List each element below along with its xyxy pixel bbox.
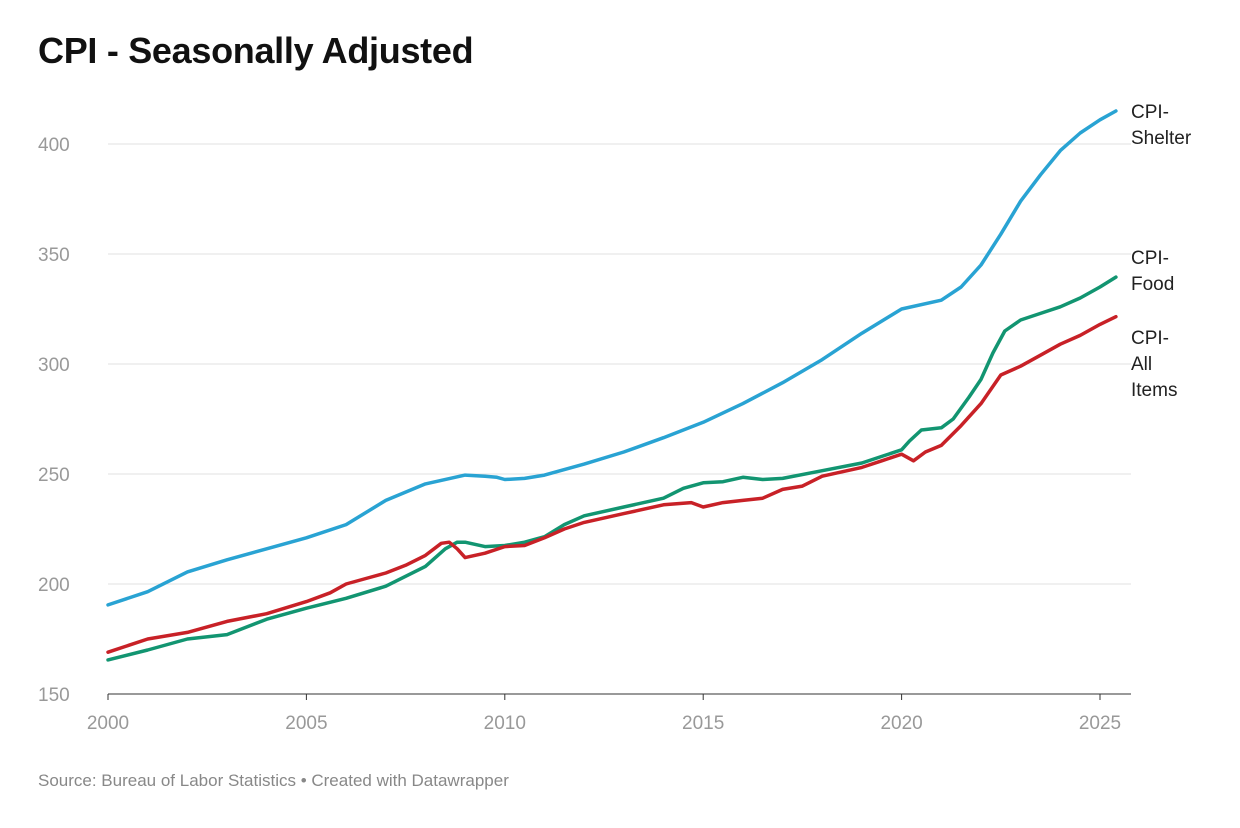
y-tick-label: 150 xyxy=(38,685,70,706)
x-axis: 2000 2005 2010 2015 2020 2025 xyxy=(87,694,1121,734)
series-label: CPI-Shelter xyxy=(1131,102,1192,149)
y-axis: 150 200 250 300 350 400 xyxy=(38,135,70,706)
y-tick-label: 350 xyxy=(38,245,70,266)
gridlines xyxy=(108,143,1131,695)
series-lines xyxy=(106,109,1118,662)
series-line-cpi-all-items xyxy=(106,314,1118,654)
x-tick-label: 2015 xyxy=(682,713,724,734)
y-tick-label: 300 xyxy=(38,355,70,376)
source-note: Source: Bureau of Labor Statistics • Cre… xyxy=(38,771,509,790)
y-tick-label: 400 xyxy=(38,135,70,156)
y-tick-label: 200 xyxy=(38,575,70,596)
series-label: CPI-All Items xyxy=(1131,328,1177,401)
x-tick-label: 2010 xyxy=(484,713,526,734)
series-line-cpi-food xyxy=(106,275,1118,662)
x-tick-label: 2020 xyxy=(880,713,922,734)
y-tick-label: 250 xyxy=(38,465,70,486)
x-tick-label: 2005 xyxy=(285,713,327,734)
x-tick-label: 2025 xyxy=(1079,713,1121,734)
x-tick-label: 2000 xyxy=(87,713,129,734)
chart-title: CPI - Seasonally Adjusted xyxy=(38,30,474,71)
series-line-cpi-shelter xyxy=(106,109,1118,607)
series-label: CPI-Food xyxy=(1131,248,1174,295)
series-labels: CPI-Shelter CPI-Food CPI-All Items xyxy=(1131,102,1192,401)
